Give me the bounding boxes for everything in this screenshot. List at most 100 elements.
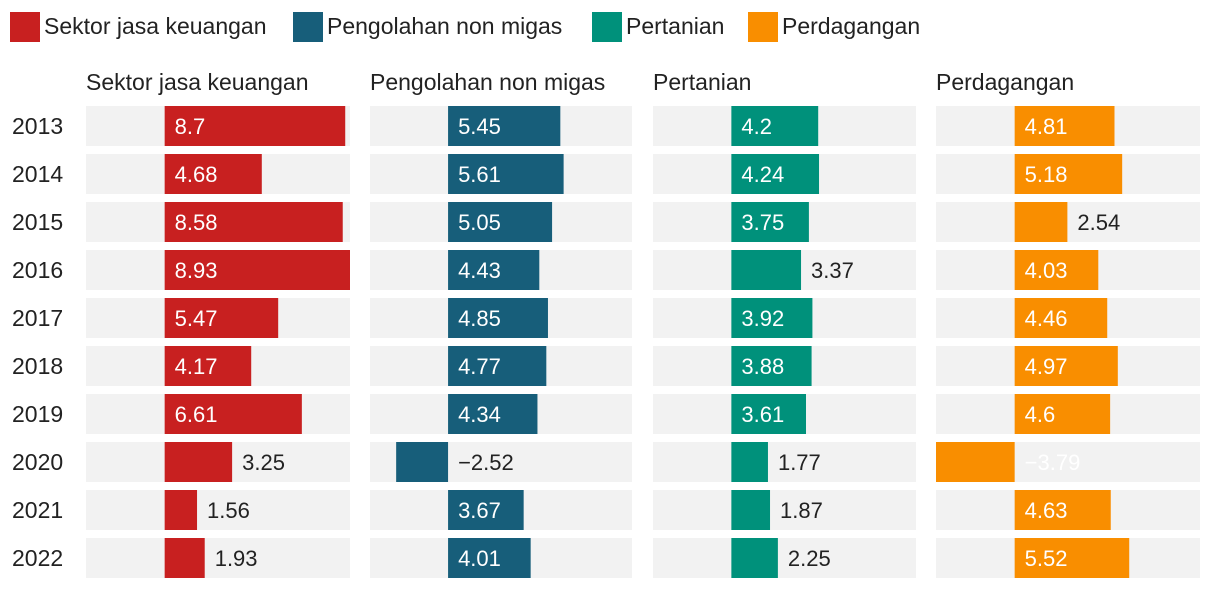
- data-label: 5.61: [458, 162, 501, 187]
- data-label: 4.17: [175, 354, 218, 379]
- row-label-2018: 2018: [12, 353, 63, 379]
- data-label: 3.37: [811, 258, 854, 283]
- legend-swatch-0: [10, 12, 40, 42]
- bar: [1014, 490, 1111, 530]
- bar: [731, 154, 820, 194]
- bar: [1014, 106, 1115, 146]
- bar: [448, 154, 564, 194]
- bar: [164, 202, 343, 242]
- bar: [731, 394, 807, 434]
- bar-background: [86, 490, 350, 530]
- bar-background: [86, 538, 350, 578]
- row-label-2016: 2016: [12, 257, 63, 283]
- bar: [164, 154, 262, 194]
- bar: [1014, 394, 1111, 434]
- bar: [1014, 154, 1123, 194]
- data-label: 4.24: [741, 162, 784, 187]
- bar: [448, 250, 540, 290]
- data-label: 4.34: [458, 402, 501, 427]
- legend-label-2: Pertanian: [626, 13, 724, 39]
- row-label-2017: 2017: [12, 305, 63, 331]
- data-label: 6.61: [175, 402, 218, 427]
- data-label: 4.46: [1025, 306, 1068, 331]
- data-label: 3.67: [458, 498, 501, 523]
- row-label-2022: 2022: [12, 545, 63, 571]
- bar: [448, 202, 553, 242]
- data-label: 4.81: [1025, 114, 1068, 139]
- data-label: 8.7: [175, 114, 206, 139]
- bar: [448, 490, 524, 530]
- bar: [448, 346, 547, 386]
- data-label: 3.25: [242, 450, 285, 475]
- data-label: 5.18: [1025, 162, 1068, 187]
- row-label-2019: 2019: [12, 401, 63, 427]
- bar: [448, 394, 538, 434]
- bar: [731, 298, 813, 338]
- row-label-2013: 2013: [12, 113, 63, 139]
- data-label: 5.52: [1025, 546, 1068, 571]
- bar: [448, 538, 531, 578]
- data-label: 4.01: [458, 546, 501, 571]
- data-label: −2.52: [458, 450, 514, 475]
- data-label: 4.97: [1025, 354, 1068, 379]
- bar-background: [653, 442, 916, 482]
- data-label: 4.2: [741, 114, 772, 139]
- bar: [731, 202, 809, 242]
- row-label-2015: 2015: [12, 209, 63, 235]
- row-label-2020: 2020: [12, 449, 63, 475]
- panel-title-1: Pengolahan non migas: [370, 69, 605, 95]
- bar: [1014, 298, 1108, 338]
- data-label: 1.93: [215, 546, 258, 571]
- bar: [164, 490, 198, 530]
- legend-label-3: Perdagangan: [782, 13, 920, 39]
- data-label: 4.77: [458, 354, 501, 379]
- bar: [1014, 538, 1130, 578]
- bar-background: [653, 490, 916, 530]
- bar: [164, 298, 279, 338]
- bar: [164, 442, 233, 482]
- legend-label-1: Pengolahan non migas: [327, 13, 562, 39]
- bar: [731, 106, 819, 146]
- row-label-2014: 2014: [12, 161, 63, 187]
- data-label: 8.58: [175, 210, 218, 235]
- data-label: 3.61: [741, 402, 784, 427]
- panel-title-2: Pertanian: [653, 69, 751, 95]
- data-label: 2.25: [788, 546, 831, 571]
- bar: [936, 442, 1015, 482]
- legend-swatch-1: [293, 12, 323, 42]
- bar: [396, 442, 449, 482]
- bar: [731, 490, 771, 530]
- bar: [1014, 202, 1068, 242]
- data-label: 5.05: [458, 210, 501, 235]
- bar: [164, 250, 350, 290]
- data-label: 4.6: [1025, 402, 1056, 427]
- data-label: 5.47: [175, 306, 218, 331]
- data-label: 4.43: [458, 258, 501, 283]
- data-label: 4.03: [1025, 258, 1068, 283]
- panel-title-0: Sektor jasa keuangan: [86, 69, 309, 95]
- data-label: 4.63: [1025, 498, 1068, 523]
- bar: [164, 346, 252, 386]
- data-label: 1.77: [778, 450, 821, 475]
- data-label: 3.88: [741, 354, 784, 379]
- bar-background: [653, 538, 916, 578]
- legend-swatch-2: [592, 12, 622, 42]
- row-label-2021: 2021: [12, 497, 63, 523]
- bar: [731, 442, 768, 482]
- bar: [731, 538, 778, 578]
- data-label: 5.45: [458, 114, 501, 139]
- bar: [448, 298, 548, 338]
- panel-title-3: Perdagangan: [936, 69, 1074, 95]
- data-label: 8.93: [175, 258, 218, 283]
- bar: [164, 394, 302, 434]
- data-label: 1.87: [780, 498, 823, 523]
- data-label: 4.85: [458, 306, 501, 331]
- legend-label-0: Sektor jasa keuangan: [44, 13, 267, 39]
- data-label: 4.68: [175, 162, 218, 187]
- data-label: 3.75: [741, 210, 784, 235]
- bar: [164, 538, 205, 578]
- data-label: 2.54: [1077, 210, 1120, 235]
- data-label: 3.92: [741, 306, 784, 331]
